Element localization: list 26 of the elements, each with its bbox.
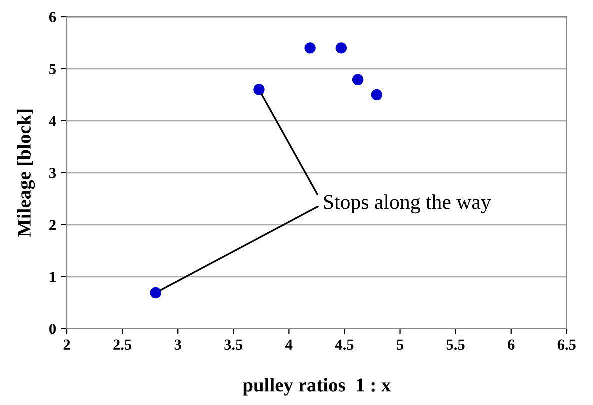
x-tick-label: 4 bbox=[286, 340, 293, 350]
x-tick-label: 2.5 bbox=[114, 340, 132, 350]
y-tick-label: 6 bbox=[49, 12, 56, 22]
x-tick-label: 3 bbox=[174, 340, 182, 350]
y-tick-label: 0 bbox=[50, 324, 56, 334]
x-tick-label: 2 bbox=[64, 340, 70, 350]
point bbox=[304, 42, 316, 54]
y-tick-label: 5 bbox=[50, 64, 56, 74]
annotation: Stops along the way bbox=[324, 194, 492, 214]
x-tick-label: 5.5 bbox=[446, 340, 465, 350]
x-tick-label: 5 bbox=[397, 340, 404, 350]
y-tick-label: 3 bbox=[50, 168, 56, 178]
y-tick-label: 2 bbox=[50, 220, 56, 230]
point bbox=[150, 287, 162, 299]
x-tick-label: 4.5 bbox=[335, 340, 354, 350]
y-tick-label: 1 bbox=[50, 272, 56, 282]
point bbox=[254, 84, 265, 96]
x-axis-title: pulley ratios 1 : x bbox=[242, 378, 392, 396]
x-tick-label: 6 bbox=[508, 340, 515, 350]
x-tick-label: 3.5 bbox=[224, 340, 243, 350]
point bbox=[371, 89, 383, 101]
point bbox=[352, 74, 364, 86]
x-tick-label: 6.5 bbox=[558, 340, 576, 350]
y-axis-title: Mileage [block] bbox=[17, 110, 36, 238]
y-tick-label: 4 bbox=[49, 116, 56, 126]
point bbox=[336, 42, 348, 54]
